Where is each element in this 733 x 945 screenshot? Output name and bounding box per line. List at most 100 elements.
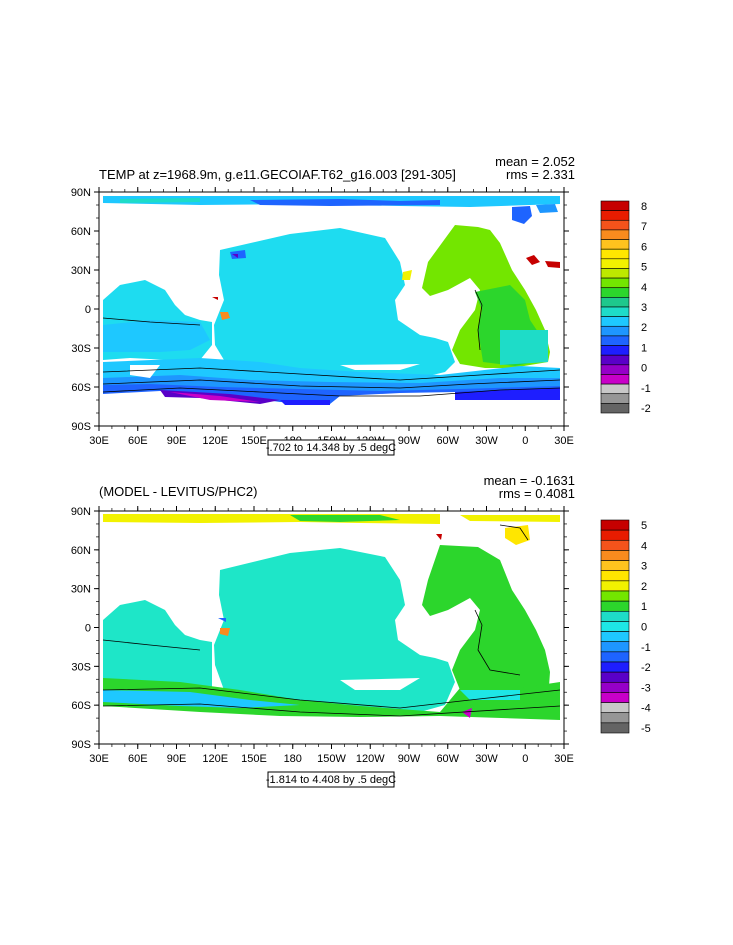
panel-bottom-range-label: -1.814 to 4.408 by .5 degC [266, 774, 396, 786]
colorbar-swatch [600, 712, 630, 724]
y-tick-label: 90S [71, 739, 91, 751]
colorbar-label: -3 [641, 682, 651, 694]
x-tick-label: 30W [475, 753, 498, 765]
colorbar-swatch [600, 277, 630, 289]
colorbar-swatch [600, 268, 630, 279]
colorbar-swatch [600, 403, 630, 414]
colorbar-swatch [600, 519, 630, 531]
colorbar-swatch [600, 560, 630, 572]
x-tick-label: 30E [89, 435, 109, 447]
x-tick-label: 150W [317, 753, 346, 765]
x-tick-label: 30E [554, 753, 574, 765]
x-tick-label: 30E [89, 753, 109, 765]
colorbar-swatch [600, 702, 630, 714]
colorbar-label: 5 [641, 520, 647, 532]
y-tick-label: 60S [71, 382, 91, 394]
colorbar-swatch [600, 590, 630, 602]
colorbar-label: -5 [641, 723, 651, 735]
colorbar-swatch [600, 325, 630, 337]
pacific-anomaly-field [214, 548, 455, 716]
colorbar-swatch [600, 210, 630, 221]
y-tick-label: 0 [85, 304, 91, 316]
x-tick-label: 180 [284, 753, 302, 765]
colorbar-swatch [600, 316, 630, 327]
colorbar-label: 1 [641, 342, 647, 354]
colorbar-swatch [600, 580, 630, 592]
colorbar-swatch [600, 287, 630, 298]
y-tick-label: 30S [71, 661, 91, 673]
colorbar-label: 3 [641, 561, 647, 573]
colorbar-swatch [600, 364, 630, 375]
x-tick-label: 150E [241, 753, 267, 765]
colorbar-swatch [600, 393, 630, 404]
panel-bottom-axes: 30E 60E 90E 120E 150E 180 150W 120W 90W 60W 30W 0 30… [71, 506, 574, 765]
colorbar-swatch [600, 671, 630, 683]
colorbar-label: -1 [641, 383, 651, 395]
colorbar-swatch [600, 306, 630, 317]
colorbar-swatch [600, 239, 630, 250]
colorbar-label: 2 [641, 322, 647, 334]
panel-top: TEMP at z=1968.9m, g.e11.GECOIAF.T62_g16… [71, 154, 651, 456]
colorbar-swatch [600, 258, 630, 269]
colorbar-label: 4 [641, 282, 647, 294]
colorbar-swatch [600, 345, 630, 356]
x-tick-label: 150E [241, 435, 267, 447]
panel-bottom: (MODEL - LEVITUS/PHC2) mean = -0.1631 rm… [71, 473, 651, 788]
panel-top-range-label: -.702 to 14.348 by .5 degC [266, 442, 396, 454]
colorbar-swatch [600, 600, 630, 612]
colorbar-swatch [600, 354, 630, 366]
colorbar-swatch [600, 200, 630, 211]
colorbar-swatch [600, 570, 630, 582]
colorbar-swatch [600, 631, 630, 643]
x-tick-label: 60E [128, 753, 148, 765]
atlantic-anomaly-field [422, 545, 550, 705]
y-tick-label: 0 [85, 623, 91, 635]
x-tick-label: 120E [202, 435, 228, 447]
southern-anomaly-field [103, 678, 560, 720]
colorbar-label: 4 [641, 540, 647, 552]
y-tick-label: 60N [71, 545, 91, 557]
panel-bottom-map [98, 510, 565, 745]
panel-bottom-colorbar: 5 4 3 2 1 0 -1 -2 -3 -4 -5 [600, 519, 651, 735]
colorbar-label: -4 [641, 703, 651, 715]
colorbar-swatch [600, 229, 630, 240]
colorbar-label: 0 [641, 363, 647, 375]
x-tick-label: 0 [522, 435, 528, 447]
colorbar-label: -2 [641, 662, 651, 674]
x-tick-label: 60W [436, 753, 459, 765]
x-tick-label: 120E [202, 753, 228, 765]
colorbar-swatch [600, 722, 630, 734]
x-tick-label: 0 [522, 753, 528, 765]
colorbar-swatch [600, 539, 630, 551]
y-tick-label: 60N [71, 226, 91, 238]
y-tick-label: 30N [71, 265, 91, 277]
y-tick-label: 90N [71, 506, 91, 518]
colorbar-label: 6 [641, 241, 647, 253]
x-tick-label: 90W [398, 435, 421, 447]
colorbar-label: 5 [641, 262, 647, 274]
x-tick-label: 90W [398, 753, 421, 765]
colorbar-swatch [600, 692, 630, 703]
x-tick-label: 30E [554, 435, 574, 447]
panel-bottom-rms: rms = 0.4081 [499, 486, 575, 501]
colorbar-label: 8 [641, 201, 647, 213]
y-tick-label: 90N [71, 187, 91, 199]
colorbar-swatch [600, 681, 630, 693]
colorbar-swatch [600, 661, 630, 673]
y-tick-label: 90S [71, 421, 91, 433]
x-tick-label: 120W [356, 753, 385, 765]
x-tick-label: 90E [167, 435, 187, 447]
y-tick-label: 60S [71, 700, 91, 712]
colorbar-label: -2 [641, 403, 651, 415]
x-tick-label: 60W [436, 435, 459, 447]
y-tick-label: 30S [71, 343, 91, 355]
panel-top-rms: rms = 2.331 [506, 167, 575, 182]
colorbar-swatch [600, 219, 630, 231]
colorbar-swatch [600, 651, 630, 663]
x-tick-label: 90E [167, 753, 187, 765]
panel-bottom-mean: mean = -0.1631 [484, 473, 575, 488]
colorbar-swatch [600, 383, 630, 395]
colorbar-label: 7 [641, 221, 647, 233]
colorbar-swatch [600, 248, 630, 260]
